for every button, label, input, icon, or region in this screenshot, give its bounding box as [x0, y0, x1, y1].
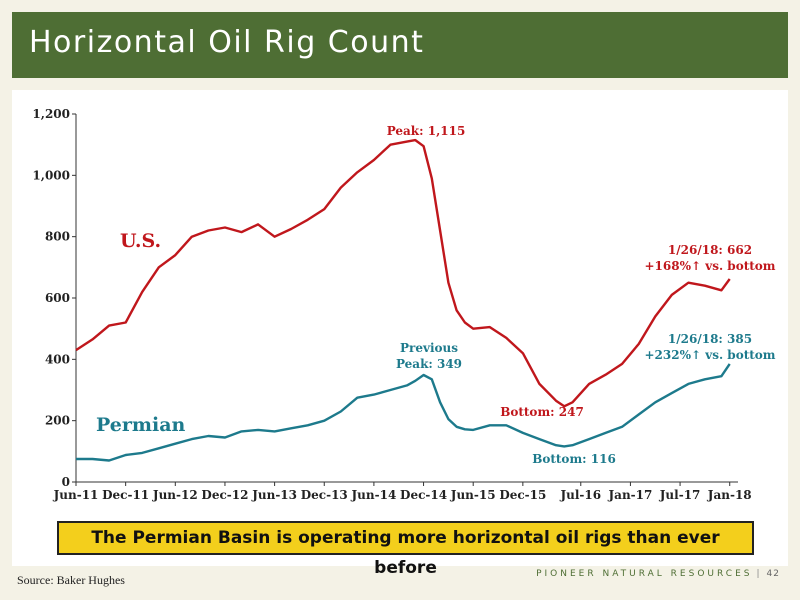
series-line-permian: [76, 363, 731, 462]
x-tick-label: Jul-17: [659, 488, 701, 502]
annotation-label: Bottom: 116: [532, 452, 616, 466]
y-tick-label: 200: [45, 414, 70, 428]
title-bar: Horizontal Oil Rig Count: [12, 12, 788, 78]
company-name: PIONEER NATURAL RESOURCES: [536, 569, 753, 579]
annotation-label: +232%↑ vs. bottom: [644, 348, 775, 362]
x-tick-label: Jun-14: [350, 488, 396, 502]
x-tick-label: Dec-15: [499, 488, 546, 502]
footer-separator: |: [756, 569, 763, 579]
x-tick-label: Dec-13: [301, 488, 348, 502]
annotation-label: Bottom: 247: [500, 405, 584, 419]
y-tick-label: 0: [62, 475, 70, 489]
series-line-us: [75, 138, 731, 408]
page-title: Horizontal Oil Rig Count: [29, 25, 425, 60]
x-tick-label: Jun-15: [450, 488, 496, 502]
y-tick-label: 800: [45, 230, 70, 244]
x-tick-label: Dec-11: [102, 488, 149, 502]
y-tick-label: 1,200: [32, 107, 70, 121]
x-tick-label: Dec-12: [201, 488, 248, 502]
x-tick-label: Jul-16: [559, 488, 601, 502]
annotation-label: Peak: 1,115: [387, 124, 466, 138]
footer-branding: PIONEER NATURAL RESOURCES | 42: [536, 569, 780, 579]
callout-banner: The Permian Basin is operating more hori…: [57, 521, 754, 578]
y-tick-label: 400: [45, 352, 70, 366]
chart-panel: 0 200 400 600 800 1,000 1,200 Jun-11 Dec-11 Jun-1…: [12, 90, 788, 566]
x-tick-label: Jun-13: [251, 488, 297, 502]
x-tick-label: Jun-11: [53, 488, 99, 502]
annotation-label: Peak: 349: [396, 357, 462, 371]
source-note: Source: Baker Hughes: [17, 573, 125, 587]
series-label-permian: Permian: [96, 414, 186, 436]
y-tick-label: 600: [45, 291, 70, 305]
x-tick-label: Dec-14: [400, 488, 447, 502]
y-tick-label: 1,000: [32, 168, 70, 182]
x-tick-label: Jun-12: [152, 488, 198, 502]
x-tick-label: Jan-17: [607, 488, 652, 502]
page-number: 42: [766, 569, 780, 579]
annotation-label: Previous: [400, 341, 458, 355]
annotation-label: 1/26/18: 385: [668, 332, 752, 346]
annotation-label: 1/26/18: 662: [668, 243, 752, 257]
annotation-label: +168%↑ vs. bottom: [644, 259, 775, 273]
series-label-us: U.S.: [120, 230, 161, 252]
x-tick-label: Jan-18: [707, 488, 752, 502]
